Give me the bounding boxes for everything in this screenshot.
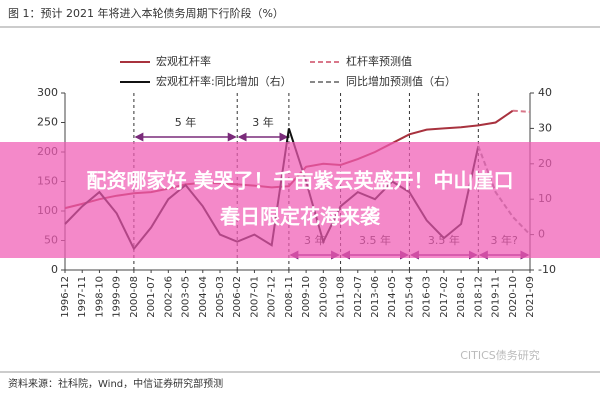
x-tick-label: 2012-07 [353,276,364,318]
watermark: CITICS债务研究 [460,348,540,362]
legend-label: 杠杆率预测值 [346,54,412,68]
x-tick-label: 1998-10 [94,276,105,318]
y-tick-label: 0 [51,263,58,276]
x-tick-label: 1999-09 [112,276,123,318]
source: 资料来源：社科院，Wind，中信证券研究部预测 [8,377,223,390]
x-tick-label: 2000-08 [129,276,140,318]
x-tick-label: 2014-05 [387,276,398,318]
series-line [512,109,531,113]
x-tick-label: 2018-01 [456,276,467,318]
x-tick-label: 2015-04 [404,276,415,318]
y2-tick-label: 30 [538,121,552,134]
x-tick-label: 1996-12 [60,276,71,318]
x-tick-label: 2004-04 [198,276,209,318]
x-tick-label: 1997-11 [77,276,88,318]
x-tick-label: 2020-10 [508,276,519,318]
x-tick-label: 2007-12 [267,276,278,318]
x-tick-label: 2001-07 [146,276,157,318]
x-tick-label: 2009-10 [301,276,312,318]
legend-label: 宏观杠杆率:同比增加（右） [156,74,292,88]
legend-label: 同比增加预测值（右） [346,74,456,88]
x-tick-label: 2002-06 [163,276,174,318]
overlay-banner [0,142,600,258]
x-tick-label: 2006-02 [232,276,243,318]
x-tick-label: 2013-06 [370,276,381,318]
x-tick-label: 2021-09 [525,276,536,318]
x-tick-label: 2019-11 [491,276,502,318]
x-tick-label: 2010-09 [318,276,329,318]
overlay-text: 配资哪家好 美哭了！千亩紫云英盛开！中山崖口 [87,169,514,193]
y-tick-label: 250 [37,116,58,129]
y2-tick-label: 40 [538,86,552,99]
x-tick-label: 2017-02 [439,276,450,318]
x-tick-label: 2008-11 [284,276,295,318]
x-tick-label: 2011-08 [336,276,347,318]
overlay-text: 春日限定花海来袭 [219,205,381,229]
annotation: 3 年 [252,115,274,129]
annotation: 5 年 [175,115,197,129]
x-tick-label: 2003-05 [181,276,192,318]
y-tick-label: 300 [37,86,58,99]
legend-label: 宏观杠杆率 [156,54,211,68]
x-tick-label: 2005-03 [215,276,226,318]
chart-title: 图 1：预计 2021 年将进入本轮债务周期下行阶段（%） [8,6,284,20]
x-tick-label: 2007-01 [249,276,260,318]
y2-tick-label: -10 [538,263,556,276]
x-tick-label: 2018-12 [473,276,484,318]
x-tick-label: 2016-03 [422,276,433,318]
